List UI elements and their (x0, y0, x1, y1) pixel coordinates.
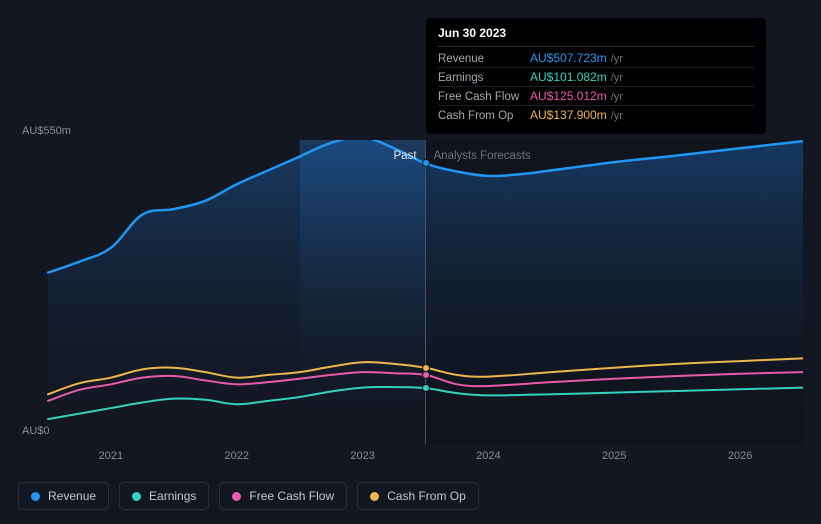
legend-swatch-icon (132, 492, 141, 501)
tooltip-date: Jun 30 2023 (438, 26, 754, 47)
tooltip-row: Free Cash FlowAU$125.012m/yr (438, 87, 754, 106)
tooltip-row-label: Free Cash Flow (438, 91, 530, 103)
tooltip-row: RevenueAU$507.723m/yr (438, 49, 754, 68)
tooltip-row: Cash From OpAU$137.900m/yr (438, 106, 754, 124)
legend-item-cash_from_op[interactable]: Cash From Op (357, 482, 479, 510)
legend-swatch-icon (370, 492, 379, 501)
tooltip-row-value: AU$507.723m (530, 51, 607, 65)
tooltip-row-value: AU$101.082m (530, 70, 607, 84)
chart-plot-area[interactable] (18, 140, 803, 444)
tooltip-row-value: AU$125.012m (530, 89, 607, 103)
tooltip-row-unit: /yr (611, 110, 623, 122)
tooltip-row-label: Revenue (438, 53, 530, 65)
legend-label: Free Cash Flow (249, 489, 334, 503)
legend-item-free_cash_flow[interactable]: Free Cash Flow (219, 482, 347, 510)
x-axis-ticks: 2021 2022 2023 2024 2025 2026 (18, 450, 803, 470)
past-label: Past (394, 150, 417, 162)
marker-earnings (422, 384, 430, 392)
x-tick: 2022 (225, 450, 249, 462)
tooltip-row-unit: /yr (611, 53, 623, 65)
legend-label: Revenue (48, 489, 96, 503)
tooltip-row: EarningsAU$101.082m/yr (438, 68, 754, 87)
tooltip-row-unit: /yr (611, 91, 623, 103)
x-tick: 2023 (350, 450, 374, 462)
y-axis-max-label: AU$550m (22, 125, 71, 137)
marker-free_cash_flow (422, 371, 430, 379)
x-tick: 2024 (476, 450, 500, 462)
data-tooltip: Jun 30 2023 RevenueAU$507.723m/yrEarning… (426, 18, 766, 134)
x-tick: 2026 (728, 450, 752, 462)
chart-legend: Revenue Earnings Free Cash Flow Cash From O… (18, 482, 479, 510)
x-tick: 2025 (602, 450, 626, 462)
tooltip-row-unit: /yr (611, 72, 623, 84)
legend-item-earnings[interactable]: Earnings (119, 482, 209, 510)
legend-label: Earnings (149, 489, 196, 503)
forecast-label: Analysts Forecasts (434, 150, 531, 162)
legend-swatch-icon (232, 492, 241, 501)
marker-revenue (422, 159, 430, 167)
legend-label: Cash From Op (387, 489, 466, 503)
tooltip-row-label: Cash From Op (438, 110, 530, 122)
legend-swatch-icon (31, 492, 40, 501)
x-tick: 2021 (99, 450, 123, 462)
legend-item-revenue[interactable]: Revenue (18, 482, 109, 510)
tooltip-row-label: Earnings (438, 72, 530, 84)
tooltip-row-value: AU$137.900m (530, 108, 607, 122)
